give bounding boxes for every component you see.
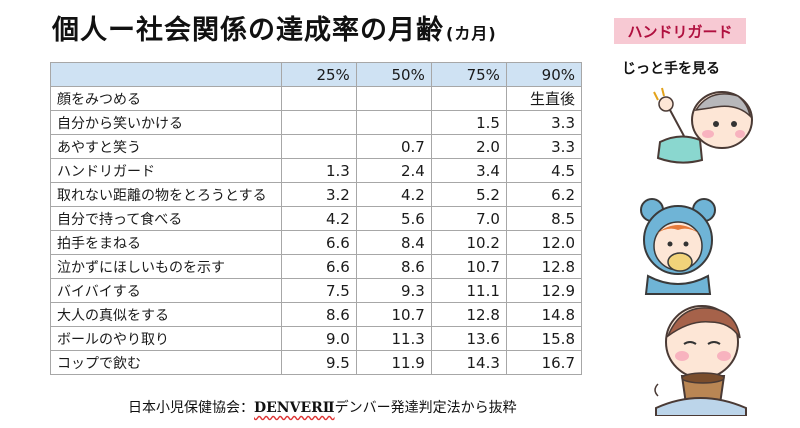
milestone-label: 自分で持って食べる bbox=[50, 206, 282, 231]
milestone-value: 11.3 bbox=[355, 326, 432, 351]
table-header-row: 25% 50% 75% 90% bbox=[50, 62, 583, 87]
table-row: あやすと笑う 0.7 2.0 3.3 bbox=[50, 134, 583, 159]
source-suffix: デンバー発達判定法から抜粋 bbox=[334, 400, 517, 416]
milestone-label: ボールのやり取り bbox=[50, 326, 282, 351]
milestone-value: 8.5 bbox=[505, 206, 583, 231]
table-row: 拍手をまねる 6.6 8.4 10.2 12.0 bbox=[50, 230, 583, 255]
milestone-label: ハンドリガード bbox=[50, 158, 282, 183]
milestone-value: 12.8 bbox=[505, 254, 583, 279]
milestone-label: 拍手をまねる bbox=[50, 230, 282, 255]
page-title: 個人ー社会関係の達成率の月齢 (カ月) bbox=[52, 8, 497, 47]
milestone-value: 10.7 bbox=[355, 302, 432, 327]
milestone-value: 1.3 bbox=[280, 158, 357, 183]
milestone-value: 9.0 bbox=[280, 326, 357, 351]
milestone-value: 0.7 bbox=[355, 134, 432, 159]
hand-regard-badge: ハンドリガード bbox=[614, 18, 746, 44]
milestone-label: 自分から笑いかける bbox=[50, 110, 282, 135]
milestone-value: 3.4 bbox=[430, 158, 507, 183]
milestone-value: 8.6 bbox=[355, 254, 432, 279]
milestone-label: あやすと笑う bbox=[50, 134, 282, 159]
milestone-value: 11.9 bbox=[355, 350, 432, 375]
table-row: 自分から笑いかける 1.5 3.3 bbox=[50, 110, 583, 135]
header-cell: 50% bbox=[355, 62, 432, 87]
milestone-value: 11.1 bbox=[430, 278, 507, 303]
header-cell bbox=[50, 62, 282, 87]
baby-lying-looking-at-hand-icon bbox=[653, 87, 753, 164]
milestone-value: 10.2 bbox=[430, 230, 507, 255]
milestone-value bbox=[430, 86, 507, 111]
header-cell: 25% bbox=[280, 62, 357, 87]
table-row: 自分で持って食べる 4.2 5.6 7.0 8.5 bbox=[50, 206, 583, 231]
table-row: 取れない距離の物をとろうとする 3.2 4.2 5.2 6.2 bbox=[50, 182, 583, 207]
header-cell: 90% bbox=[505, 62, 583, 87]
milestone-label: 取れない距離の物をとろうとする bbox=[50, 182, 282, 207]
table-row: バイバイする 7.5 9.3 11.1 12.9 bbox=[50, 278, 583, 303]
table-row: 顔をみつめる 生直後 bbox=[50, 86, 583, 111]
milestone-value: 16.7 bbox=[505, 350, 583, 375]
milestone-value: 15.8 bbox=[505, 326, 583, 351]
milestone-value: 12.0 bbox=[505, 230, 583, 255]
milestone-value: 2.0 bbox=[430, 134, 507, 159]
milestone-value: 9.3 bbox=[355, 278, 432, 303]
title-main: 個人ー社会関係の達成率の月齢 bbox=[52, 15, 444, 46]
milestone-label: 泣かずにほしいものを示す bbox=[50, 254, 282, 279]
source-prefix: 日本小児保健協会： bbox=[128, 400, 254, 416]
milestone-value: 7.0 bbox=[430, 206, 507, 231]
milestone-value: 8.4 bbox=[355, 230, 432, 255]
table-row: ハンドリガード 1.3 2.4 3.4 4.5 bbox=[50, 158, 583, 183]
milestone-label: バイバイする bbox=[50, 278, 282, 303]
milestone-value: 5.6 bbox=[355, 206, 432, 231]
milestone-value: 6.6 bbox=[280, 230, 357, 255]
milestone-value: 4.2 bbox=[280, 206, 357, 231]
baby-bear-hood-eating-icon bbox=[640, 198, 716, 295]
milestone-value: 10.7 bbox=[430, 254, 507, 279]
milestone-value: 12.8 bbox=[430, 302, 507, 327]
milestone-value: 14.8 bbox=[505, 302, 583, 327]
milestone-value: 8.6 bbox=[280, 302, 357, 327]
milestone-value: 2.4 bbox=[355, 158, 432, 183]
table-row: コップで飲む 9.5 11.9 14.3 16.7 bbox=[50, 350, 583, 375]
baby-drinking-cup-icon bbox=[654, 305, 747, 416]
table-row: 泣かずにほしいものを示す 6.6 8.6 10.7 12.8 bbox=[50, 254, 583, 279]
milestone-value: 7.5 bbox=[280, 278, 357, 303]
table-row: 大人の真似をする 8.6 10.7 12.8 14.8 bbox=[50, 302, 583, 327]
milestone-value bbox=[280, 134, 357, 159]
title-unit: (カ月) bbox=[446, 24, 497, 43]
milestone-label: コップで飲む bbox=[50, 350, 282, 375]
table-row: ボールのやり取り 9.0 11.3 13.6 15.8 bbox=[50, 326, 583, 351]
milestone-value: 3.3 bbox=[505, 110, 583, 135]
milestone-table: 25% 50% 75% 90% 顔をみつめる 生直後自分から笑いかける 1.5 3.3… bbox=[50, 62, 583, 375]
milestone-value: 6.6 bbox=[280, 254, 357, 279]
milestone-value: 4.2 bbox=[355, 182, 432, 207]
milestone-value: 14.3 bbox=[430, 350, 507, 375]
milestone-value bbox=[280, 86, 357, 111]
milestone-value: 13.6 bbox=[430, 326, 507, 351]
milestone-value: 4.5 bbox=[505, 158, 583, 183]
milestone-value: 1.5 bbox=[430, 110, 507, 135]
milestone-value: 3.2 bbox=[280, 182, 357, 207]
header-cell: 75% bbox=[430, 62, 507, 87]
source-brand: DENVERⅡ bbox=[254, 400, 335, 416]
milestone-value bbox=[355, 110, 432, 135]
milestone-value: 3.3 bbox=[505, 134, 583, 159]
milestone-value bbox=[280, 110, 357, 135]
source-note: 日本小児保健協会：DENVERⅡデンバー発達判定法から抜粋 bbox=[128, 397, 517, 417]
illustration-caption: じっと手を見る bbox=[622, 61, 720, 77]
milestone-value: 5.2 bbox=[430, 182, 507, 207]
milestone-value: 6.2 bbox=[505, 182, 583, 207]
milestone-value: 9.5 bbox=[280, 350, 357, 375]
milestone-value: 12.9 bbox=[505, 278, 583, 303]
milestone-value bbox=[355, 86, 432, 111]
milestone-label: 大人の真似をする bbox=[50, 302, 282, 327]
milestone-value: 生直後 bbox=[505, 86, 583, 111]
milestone-label: 顔をみつめる bbox=[50, 86, 282, 111]
